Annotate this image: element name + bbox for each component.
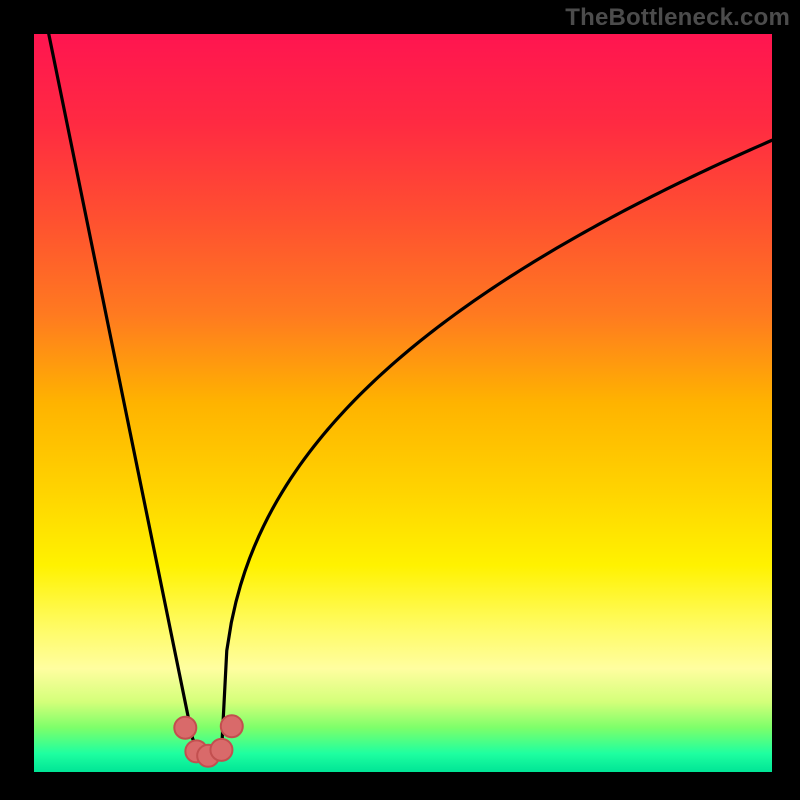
dip-marker — [174, 717, 196, 739]
bottleneck-curve-plot — [34, 34, 772, 772]
watermark-text: TheBottleneck.com — [565, 4, 790, 32]
dip-marker — [221, 715, 243, 737]
dip-marker — [210, 739, 232, 761]
gradient-background — [34, 34, 772, 772]
chart-frame: TheBottleneck.com — [0, 0, 800, 800]
